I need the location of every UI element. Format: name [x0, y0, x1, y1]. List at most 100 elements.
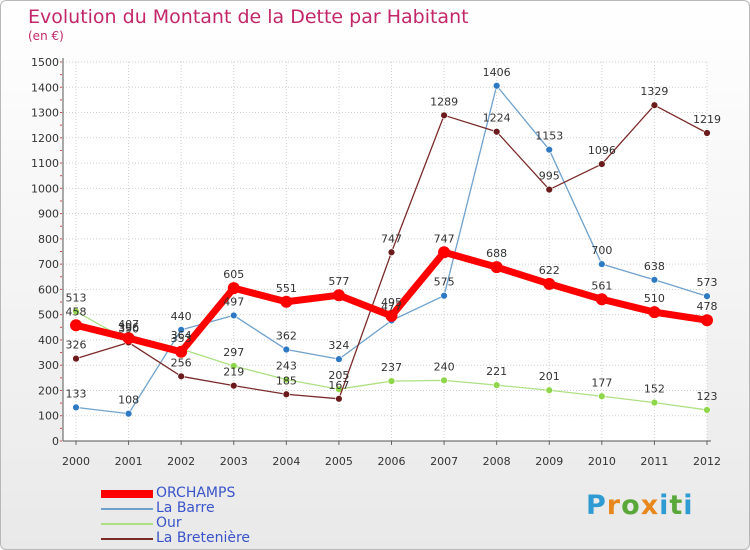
x-tick-label: 2010: [588, 455, 616, 468]
data-point-orchamps: [122, 332, 135, 345]
y-tick-label: 900: [38, 208, 59, 221]
data-label-la-breteni-re: 995: [539, 170, 560, 183]
data-label-orchamps: 510: [644, 292, 665, 305]
data-label-orchamps: 551: [276, 282, 297, 295]
data-label-la-barre: 477: [381, 300, 402, 313]
data-point-our: [387, 377, 396, 385]
x-tick-label: 2005: [325, 455, 353, 468]
data-label-la-breteni-re: 390: [118, 322, 139, 335]
data-label-our: 396: [118, 321, 139, 334]
data-label-la-barre: 638: [644, 260, 665, 273]
data-point-la-barre: [335, 355, 343, 363]
data-point-our: [72, 307, 80, 316]
data-label-orchamps: 561: [591, 279, 612, 292]
data-point-our: [492, 381, 501, 389]
y-tick-label: 1200: [31, 132, 59, 145]
plot-area: [63, 62, 707, 441]
data-point-our: [650, 398, 659, 407]
data-point-la-barre: [545, 145, 553, 154]
data-point-la-breteni-re: [650, 101, 659, 109]
logo-letter: i: [683, 490, 694, 521]
data-point-la-breteni-re: [440, 111, 448, 120]
data-label-orchamps: 605: [223, 268, 244, 281]
data-label-la-barre: 700: [591, 244, 612, 257]
data-label-la-breteni-re: 1329: [640, 85, 668, 98]
logo-letter: t: [669, 490, 684, 521]
y-tick-label: 500: [38, 309, 59, 322]
y-tick-label: 1500: [31, 56, 59, 69]
data-label-orchamps: 407: [118, 318, 139, 331]
y-tick-label: 1400: [31, 81, 59, 94]
data-label-la-barre: 1153: [535, 130, 563, 143]
data-point-orchamps: [648, 306, 661, 319]
data-point-orchamps: [490, 261, 503, 274]
x-tick-label: 2003: [220, 455, 248, 468]
data-label-la-breteni-re: 1096: [588, 144, 616, 157]
data-point-our: [703, 406, 711, 414]
data-point-la-breteni-re: [703, 129, 711, 137]
data-point-la-breteni-re: [598, 160, 606, 168]
data-point-orchamps: [70, 319, 82, 332]
data-label-our: 297: [223, 346, 244, 359]
data-point-our: [598, 392, 606, 400]
data-point-la-barre: [598, 260, 606, 268]
data-label-la-barre: 573: [697, 276, 718, 289]
data-label-orchamps: 478: [697, 300, 718, 313]
data-point-la-breteni-re: [177, 372, 185, 381]
data-label-our: 237: [381, 361, 402, 374]
data-label-our: 364: [171, 329, 192, 342]
y-tick-label: 1100: [31, 157, 59, 170]
data-point-la-breteni-re: [545, 185, 553, 194]
data-label-orchamps: 577: [328, 275, 349, 288]
x-tick-label: 2012: [693, 455, 721, 468]
data-point-la-barre: [230, 311, 238, 320]
data-point-la-barre: [72, 403, 80, 412]
data-label-our: 201: [539, 370, 560, 383]
data-point-la-barre: [177, 326, 185, 334]
data-point-orchamps: [438, 246, 451, 259]
data-point-la-barre: [650, 276, 659, 284]
data-label-orchamps: 353: [171, 332, 192, 345]
x-tick-label: 2006: [378, 455, 406, 468]
data-point-la-breteni-re: [282, 390, 291, 398]
logo-letter: o: [621, 490, 641, 521]
chart-unit: (en €): [28, 29, 64, 43]
data-label-la-barre: 497: [223, 295, 244, 308]
data-point-orchamps: [175, 345, 188, 358]
y-tick-label: 1000: [31, 182, 59, 195]
data-point-orchamps: [701, 314, 713, 327]
data-label-orchamps: 458: [66, 305, 87, 318]
data-label-la-barre: 108: [118, 394, 139, 407]
data-point-orchamps: [227, 282, 240, 295]
data-label-our: 205: [328, 369, 349, 382]
data-label-la-breteni-re: 256: [171, 356, 192, 369]
data-point-la-barre: [440, 292, 448, 300]
legend-swatch: [101, 489, 153, 498]
data-point-our: [230, 362, 238, 370]
y-tick-label: 1300: [31, 107, 59, 120]
legend-swatch: [101, 522, 153, 525]
chart-title: Evolution du Montant de la Dette par Hab…: [28, 6, 469, 28]
data-point-la-barre: [492, 82, 501, 90]
data-point-la-breteni-re: [387, 248, 396, 256]
data-label-our: 240: [434, 360, 455, 373]
legend-label: La Bretenière: [156, 530, 251, 546]
data-label-orchamps: 622: [539, 264, 560, 277]
data-label-orchamps: 688: [486, 247, 507, 260]
data-label-orchamps: 747: [434, 232, 455, 245]
data-point-la-breteni-re: [492, 128, 501, 136]
data-label-la-breteni-re: 747: [381, 232, 402, 245]
data-point-la-breteni-re: [72, 354, 80, 363]
data-label-la-barre: 362: [276, 330, 297, 343]
data-label-la-barre: 575: [434, 276, 455, 289]
logo-letter: P: [586, 490, 607, 521]
data-label-our: 513: [66, 291, 87, 304]
legend-label: La Barre: [156, 500, 215, 516]
legend-swatch: [101, 507, 153, 510]
proxiti-logo: Proxiti: [586, 490, 694, 521]
x-tick-label: 2011: [640, 455, 668, 468]
data-label-la-barre: 1406: [483, 66, 511, 79]
data-point-orchamps: [332, 289, 345, 302]
